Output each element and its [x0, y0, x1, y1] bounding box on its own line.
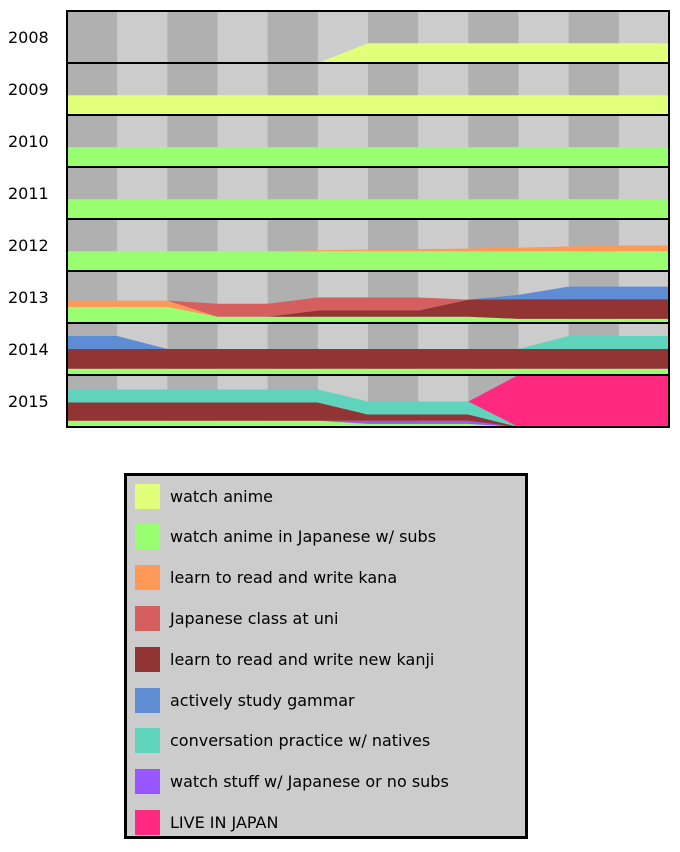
area-subs-2011	[67, 199, 669, 219]
area-grammar-2014	[67, 336, 669, 349]
area-japan-2015	[67, 375, 669, 427]
legend-item: LIVE IN JAPAN	[135, 808, 278, 836]
year-label-2015: 2015	[8, 392, 49, 411]
legend-label: actively study gammar	[170, 690, 355, 710]
area-subs-2010	[67, 147, 669, 167]
legend-item: watch stuff w/ Japanese or no subs	[135, 768, 449, 796]
year-label-2013: 2013	[8, 288, 49, 307]
legend-swatch	[135, 524, 160, 550]
year-label-2008: 2008	[8, 28, 49, 47]
legend-label: watch stuff w/ Japanese or no subs	[170, 772, 449, 792]
legend-swatch	[135, 483, 160, 509]
legend-item: Japanese class at uni	[135, 604, 338, 632]
grid-column	[217, 11, 269, 63]
legend-item: learn to read and write new kanji	[135, 645, 434, 673]
area-class-2013	[67, 297, 669, 317]
legend-label: watch anime	[170, 486, 274, 506]
legend-item: watch anime in Japanese w/ subs	[135, 523, 436, 551]
area-kanji-2014	[67, 349, 669, 369]
legend-swatch	[135, 646, 160, 672]
legend-item: conversation practice w/ natives	[135, 727, 430, 755]
year-label-2011: 2011	[8, 184, 49, 203]
area-kana-2012	[67, 245, 669, 252]
legend-item: learn to read and write kana	[135, 564, 397, 592]
legend-label: conversation practice w/ natives	[170, 731, 431, 751]
grid-column	[167, 11, 218, 63]
legend-swatch	[135, 728, 160, 754]
area-kanji-2013	[67, 299, 669, 319]
year-label-2010: 2010	[8, 132, 49, 151]
area-subs-2013	[67, 306, 669, 323]
grid-column	[67, 11, 118, 63]
area-subs-2012	[67, 251, 669, 271]
year-label-2009: 2009	[8, 80, 49, 99]
legend-label: Japanese class at uni	[170, 608, 339, 628]
legend-swatch	[135, 809, 160, 835]
legend-item: actively study gammar	[135, 686, 355, 714]
legend-swatch	[135, 687, 160, 713]
legend-item: watch anime	[135, 482, 273, 510]
legend-swatch	[135, 565, 160, 591]
area-anime-2009	[67, 95, 669, 115]
legend: watch anime watch anime in Japanese w/ su…	[124, 473, 528, 839]
legend-label: LIVE IN JAPAN	[170, 812, 279, 832]
area-nosubs-2015	[67, 420, 669, 427]
year-label-2014: 2014	[8, 340, 49, 359]
legend-label: learn to read and write new kanji	[170, 649, 435, 669]
area-kana-2013	[67, 299, 669, 317]
legend-swatch	[135, 605, 160, 631]
legend-label: watch anime in Japanese w/ subs	[170, 527, 437, 547]
area-subs-2014	[67, 368, 669, 375]
area-kanji-2015	[67, 402, 669, 427]
area-grammar-2013	[67, 286, 669, 304]
year-label-2012: 2012	[8, 236, 49, 255]
row-border	[66, 374, 670, 428]
legend-swatch	[135, 769, 160, 795]
timeline-chart: 2008 2009 2010 2011 2012 2013 2014 2015	[8, 10, 670, 428]
grid-column	[117, 11, 168, 63]
legend-label: learn to read and write kana	[170, 568, 398, 588]
area-conv-2014	[67, 336, 669, 349]
grid-column	[267, 11, 319, 63]
area-anime-2008	[67, 43, 669, 63]
area-conv-2015	[67, 389, 669, 427]
